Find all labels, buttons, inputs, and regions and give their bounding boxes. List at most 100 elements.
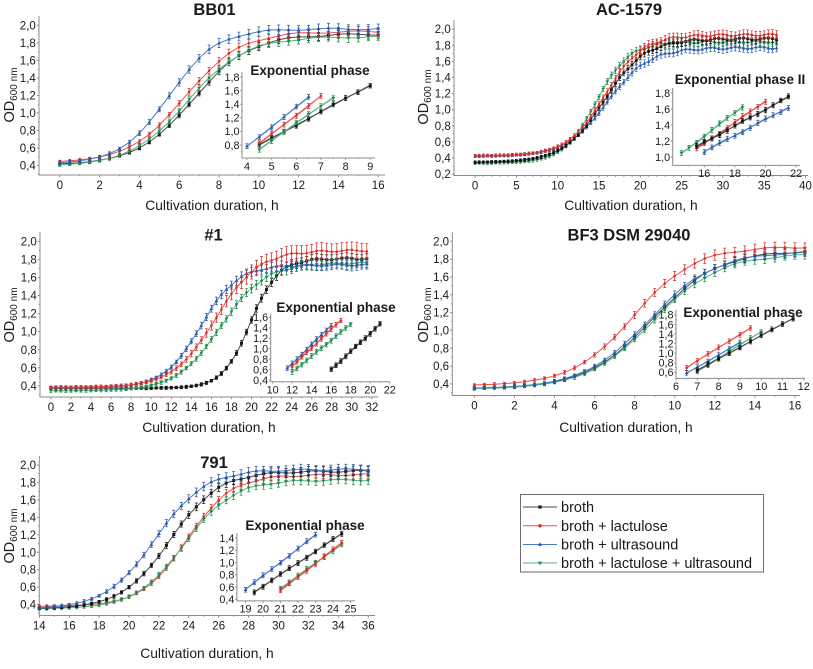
- svg-text:10: 10: [145, 402, 158, 414]
- svg-text:20: 20: [364, 385, 376, 397]
- svg-text:28: 28: [242, 620, 255, 632]
- svg-text:22: 22: [265, 402, 278, 414]
- svg-text:1,2: 1,2: [224, 113, 239, 125]
- svg-text:8: 8: [128, 402, 134, 414]
- svg-text:1,6: 1,6: [433, 272, 449, 284]
- svg-text:1,0: 1,0: [253, 344, 268, 356]
- svg-text:14: 14: [332, 180, 345, 192]
- svg-text:1,2: 1,2: [658, 338, 673, 350]
- svg-text:1,8: 1,8: [224, 72, 239, 84]
- svg-text:1,6: 1,6: [21, 273, 37, 285]
- svg-text:Exponential phase II: Exponential phase II: [675, 72, 806, 87]
- svg-text:1,2: 1,2: [253, 333, 268, 345]
- svg-text:9: 9: [367, 161, 373, 173]
- svg-text:1,6: 1,6: [435, 56, 451, 68]
- svg-text:Exponential phase: Exponential phase: [250, 63, 370, 78]
- svg-text:1,2: 1,2: [219, 545, 234, 557]
- svg-text:1,0: 1,0: [219, 557, 234, 569]
- svg-text:1,4: 1,4: [219, 533, 234, 545]
- svg-text:Exponential phase: Exponential phase: [683, 305, 803, 320]
- svg-text:broth + ultrasound: broth + ultrasound: [561, 538, 678, 554]
- svg-text:14: 14: [748, 400, 761, 412]
- svg-text:35: 35: [758, 180, 771, 192]
- svg-text:0,8: 0,8: [20, 126, 36, 138]
- svg-text:1,8: 1,8: [433, 254, 449, 266]
- svg-text:1,2: 1,2: [435, 89, 451, 101]
- svg-text:25: 25: [675, 180, 688, 192]
- svg-text:0,4: 0,4: [20, 600, 37, 612]
- svg-text:12: 12: [798, 381, 810, 393]
- svg-text:0,8: 0,8: [21, 345, 37, 357]
- svg-text:19: 19: [239, 604, 251, 616]
- svg-text:Exponential phase: Exponential phase: [245, 518, 365, 533]
- svg-text:1,4: 1,4: [435, 73, 452, 85]
- svg-text:10: 10: [755, 381, 767, 393]
- svg-text:0,2: 0,2: [435, 169, 451, 181]
- svg-text:10: 10: [668, 400, 681, 412]
- svg-text:Cultivation duration, h: Cultivation duration, h: [559, 420, 692, 435]
- svg-text:4: 4: [88, 402, 95, 414]
- svg-text:30: 30: [345, 402, 358, 414]
- svg-text:2: 2: [96, 180, 102, 192]
- svg-text:0: 0: [57, 180, 63, 192]
- svg-text:36: 36: [362, 620, 375, 632]
- svg-text:18: 18: [729, 168, 741, 180]
- svg-text:16: 16: [789, 400, 802, 412]
- svg-text:0,6: 0,6: [20, 582, 36, 594]
- svg-text:14: 14: [306, 385, 318, 397]
- svg-text:1,6: 1,6: [224, 85, 239, 97]
- svg-text:12: 12: [165, 402, 178, 414]
- svg-text:Cultivation duration, h: Cultivation duration, h: [145, 198, 278, 213]
- svg-text:1,2: 1,2: [20, 530, 36, 542]
- svg-text:22: 22: [153, 620, 166, 632]
- svg-text:1,0: 1,0: [21, 327, 37, 339]
- svg-text:16: 16: [63, 620, 76, 632]
- svg-text:0,6: 0,6: [433, 361, 449, 373]
- svg-text:1,0: 1,0: [658, 348, 673, 360]
- svg-text:1,8: 1,8: [20, 478, 36, 490]
- svg-text:24: 24: [285, 402, 298, 414]
- svg-text:8: 8: [716, 381, 722, 393]
- svg-text:2,0: 2,0: [435, 24, 451, 36]
- svg-text:34: 34: [332, 620, 345, 632]
- svg-text:6: 6: [673, 381, 679, 393]
- svg-text:1,8: 1,8: [655, 88, 670, 100]
- svg-text:AC-1579: AC-1579: [596, 1, 662, 19]
- svg-text:2: 2: [68, 402, 74, 414]
- svg-text:1,4: 1,4: [433, 290, 450, 302]
- svg-text:1,2: 1,2: [21, 309, 37, 321]
- svg-text:16: 16: [325, 385, 337, 397]
- svg-text:1,4: 1,4: [20, 73, 37, 85]
- svg-text:0,8: 0,8: [219, 570, 234, 582]
- svg-text:1,6: 1,6: [20, 55, 36, 67]
- svg-text:11: 11: [777, 381, 788, 393]
- svg-text:16: 16: [698, 168, 710, 180]
- svg-text:20: 20: [123, 620, 136, 632]
- svg-text:21: 21: [274, 604, 286, 616]
- svg-text:8: 8: [343, 161, 349, 173]
- svg-text:1,0: 1,0: [433, 326, 449, 338]
- svg-text:1,8: 1,8: [20, 38, 36, 50]
- svg-text:2: 2: [511, 400, 517, 412]
- svg-text:2,0: 2,0: [21, 236, 37, 248]
- svg-text:22: 22: [790, 168, 802, 180]
- svg-text:1,0: 1,0: [435, 105, 451, 117]
- svg-text:1,8: 1,8: [21, 255, 37, 267]
- svg-text:0: 0: [48, 402, 54, 414]
- svg-text:0,4: 0,4: [433, 379, 450, 391]
- svg-text:791: 791: [200, 454, 228, 472]
- svg-text:1,4: 1,4: [224, 99, 239, 111]
- svg-text:0,8: 0,8: [224, 140, 239, 152]
- svg-text:6: 6: [591, 400, 597, 412]
- svg-text:1,6: 1,6: [655, 104, 670, 116]
- svg-text:6: 6: [108, 402, 114, 414]
- svg-text:1,2: 1,2: [433, 308, 449, 320]
- svg-text:40: 40: [799, 180, 812, 192]
- svg-text:7: 7: [694, 381, 700, 393]
- svg-text:0,6: 0,6: [21, 363, 37, 375]
- svg-text:0,6: 0,6: [20, 143, 36, 155]
- svg-text:32: 32: [366, 402, 379, 414]
- svg-text:1,2: 1,2: [655, 136, 670, 148]
- svg-text:7: 7: [318, 161, 324, 173]
- svg-text:1,2: 1,2: [20, 90, 36, 102]
